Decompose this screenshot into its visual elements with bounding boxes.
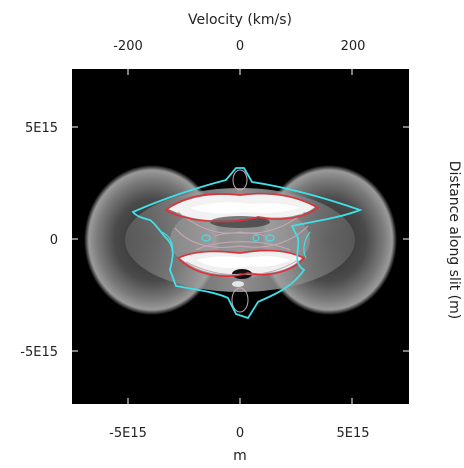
- bottom-tick-label: 0: [236, 426, 244, 441]
- interior-contours: [174, 169, 309, 313]
- top-tick-label: 0: [236, 39, 244, 54]
- top-tick-label: -200: [113, 39, 143, 54]
- tick-marks: [72, 69, 409, 404]
- left-tick-label: 5E15: [25, 121, 58, 136]
- top-axis-label: Velocity (km/s): [188, 12, 292, 28]
- bottom-tick-label: -5E15: [109, 426, 147, 441]
- bottom-axis-label: m: [233, 448, 247, 464]
- emission-image: [84, 165, 397, 320]
- outer-cyan-contour: [131, 167, 363, 320]
- left-tick-label: 0: [50, 233, 58, 248]
- inner-red-contours: [164, 192, 320, 278]
- left-tick-label: -5E15: [20, 345, 58, 360]
- top-tick-label: 200: [341, 39, 366, 54]
- right-axis-label: Distance along slit (m): [446, 161, 462, 319]
- bottom-tick-label: 5E15: [336, 426, 369, 441]
